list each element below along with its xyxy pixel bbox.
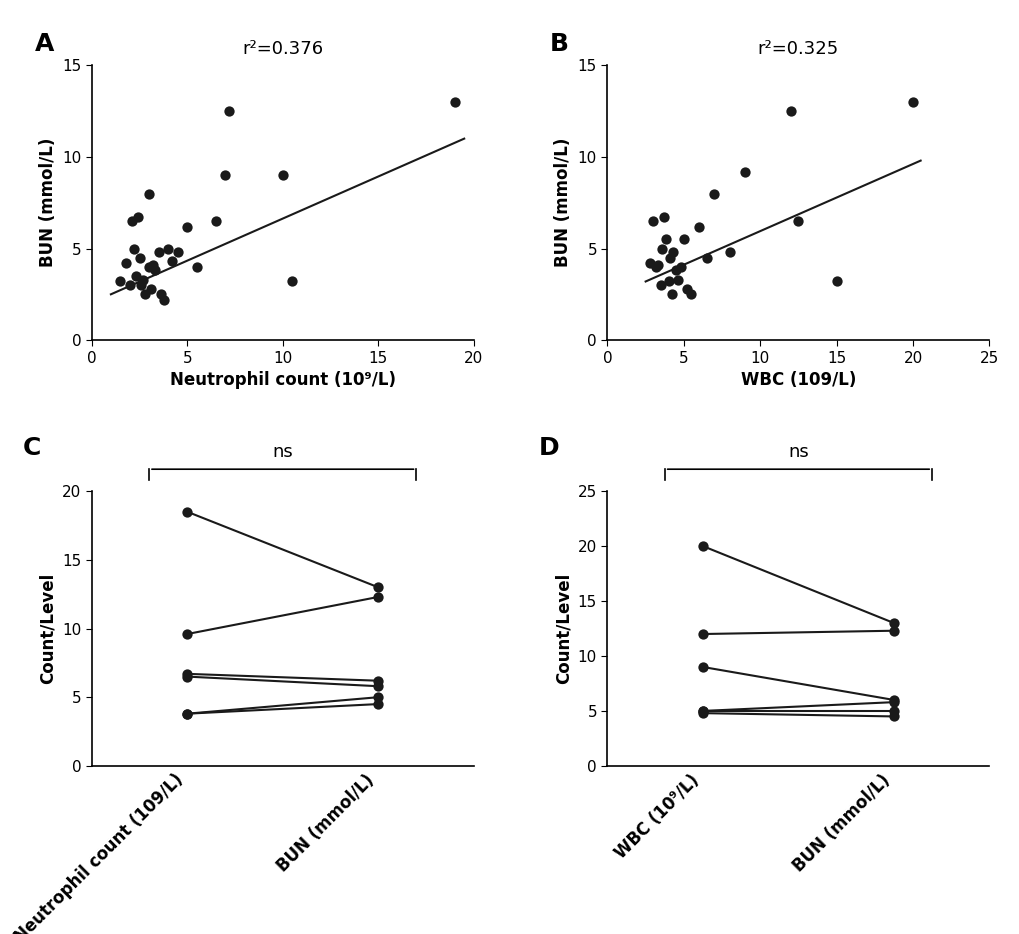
Point: [217, 168, 233, 183]
Point: [370, 697, 386, 712]
Y-axis label: BUN (mmol/L): BUN (mmol/L): [39, 138, 56, 267]
Point: [694, 627, 710, 642]
Point: [647, 260, 663, 275]
Title: r²=0.325: r²=0.325: [757, 40, 839, 58]
Point: [664, 245, 681, 260]
Point: [884, 692, 901, 707]
Point: [145, 258, 161, 273]
Point: [370, 679, 386, 694]
Point: [694, 706, 710, 721]
Point: [179, 219, 196, 234]
X-axis label: Neutrophil count (10⁹/L): Neutrophil count (10⁹/L): [169, 371, 395, 389]
Point: [667, 263, 684, 278]
Point: [904, 94, 920, 109]
Point: [133, 277, 150, 292]
Text: C: C: [23, 436, 42, 460]
Point: [656, 232, 673, 247]
Point: [129, 210, 146, 225]
Point: [653, 241, 669, 256]
Point: [221, 104, 237, 119]
Point: [370, 673, 386, 688]
Point: [179, 706, 196, 721]
Point: [661, 250, 678, 265]
Point: [137, 287, 153, 302]
Y-axis label: Count/Level: Count/Level: [39, 573, 56, 684]
Point: [690, 219, 706, 234]
Text: ns: ns: [272, 443, 292, 461]
Point: [370, 589, 386, 604]
Text: A: A: [35, 33, 54, 56]
Point: [446, 94, 463, 109]
Point: [179, 669, 196, 684]
Point: [370, 580, 386, 595]
Point: [141, 186, 157, 201]
Point: [143, 281, 159, 296]
Point: [179, 504, 196, 519]
Point: [884, 709, 901, 724]
Point: [790, 214, 806, 229]
Point: [164, 254, 180, 269]
Point: [683, 287, 699, 302]
Point: [644, 214, 660, 229]
Point: [160, 241, 176, 256]
Point: [698, 250, 714, 265]
Point: [121, 277, 138, 292]
Point: [125, 241, 142, 256]
Point: [705, 186, 721, 201]
Point: [884, 695, 901, 710]
Point: [672, 260, 688, 275]
X-axis label: WBC (109/L): WBC (109/L): [740, 371, 855, 389]
Point: [136, 272, 152, 287]
Point: [694, 703, 710, 718]
Point: [179, 627, 196, 642]
Point: [694, 659, 710, 674]
Y-axis label: BUN (mmol/L): BUN (mmol/L): [553, 138, 572, 267]
Point: [736, 164, 752, 179]
Point: [641, 256, 657, 271]
Point: [655, 210, 672, 225]
Point: [151, 245, 167, 260]
Point: [694, 539, 710, 554]
Point: [127, 268, 144, 283]
Y-axis label: Count/Level: Count/Level: [553, 573, 572, 684]
Point: [284, 274, 301, 289]
Point: [274, 168, 290, 183]
Point: [884, 616, 901, 630]
Title: r²=0.376: r²=0.376: [242, 40, 323, 58]
Point: [884, 703, 901, 718]
Point: [189, 260, 205, 275]
Text: B: B: [549, 33, 569, 56]
Text: D: D: [538, 436, 558, 460]
Text: ns: ns: [788, 443, 808, 461]
Point: [782, 104, 798, 119]
Point: [141, 260, 157, 275]
Point: [659, 274, 676, 289]
Point: [147, 263, 163, 278]
Point: [169, 245, 185, 260]
Point: [179, 666, 196, 681]
Point: [668, 272, 685, 287]
Point: [675, 232, 691, 247]
Point: [152, 287, 168, 302]
Point: [678, 281, 694, 296]
Point: [652, 277, 668, 292]
Point: [649, 258, 665, 273]
Point: [123, 214, 140, 229]
Point: [720, 245, 737, 260]
Point: [156, 292, 172, 307]
Point: [112, 274, 128, 289]
Point: [118, 256, 135, 271]
Point: [662, 287, 679, 302]
Point: [370, 689, 386, 704]
Point: [208, 214, 224, 229]
Point: [179, 706, 196, 721]
Point: [694, 703, 710, 718]
Point: [131, 250, 148, 265]
Point: [827, 274, 844, 289]
Point: [884, 623, 901, 638]
